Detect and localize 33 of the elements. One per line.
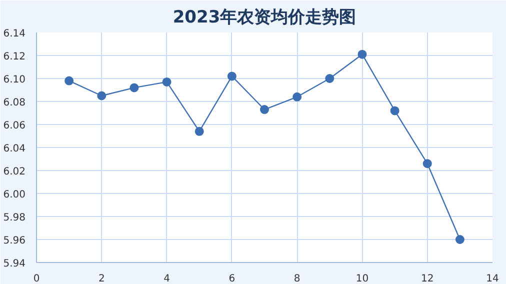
point <box>227 72 236 81</box>
point <box>358 50 367 59</box>
x-tick-label: 10 <box>356 274 369 284</box>
y-tick-label: 5.96 <box>3 236 26 246</box>
x-tick-label: 8 <box>294 274 300 284</box>
point <box>64 76 74 86</box>
chart-title: 2023年农资均价走势图 <box>172 8 356 28</box>
y-tick-label: 5.98 <box>3 212 26 224</box>
point <box>292 92 302 102</box>
y-tick-label: 6.00 <box>3 190 26 200</box>
x-tick-label: 6 <box>228 274 236 284</box>
y-tick-label: 6.02 <box>3 166 26 178</box>
point <box>162 77 172 86</box>
point <box>325 74 334 83</box>
y-tick-label: 6.10 <box>3 74 26 86</box>
x-tick-label: 12 <box>420 274 434 284</box>
y-tick-label: 6.08 <box>3 98 26 108</box>
y-tick-label: 6.04 <box>3 144 26 154</box>
point <box>422 159 432 168</box>
point <box>97 91 106 100</box>
point <box>130 83 139 92</box>
point <box>194 126 204 136</box>
point <box>260 105 269 114</box>
x-tick-label: 0 <box>33 274 40 284</box>
y-tick-label: 6.06 <box>3 120 26 132</box>
x-tick-label: 4 <box>164 274 170 284</box>
y-tick-label: 5.94 <box>3 258 26 270</box>
x-tick-label: 2 <box>98 274 105 284</box>
y-tick-label: 6.14 <box>3 28 26 40</box>
y-tick-label: 6.12 <box>3 52 26 62</box>
point <box>455 235 464 244</box>
point <box>390 106 400 116</box>
x-tick-label: 14 <box>486 274 499 284</box>
